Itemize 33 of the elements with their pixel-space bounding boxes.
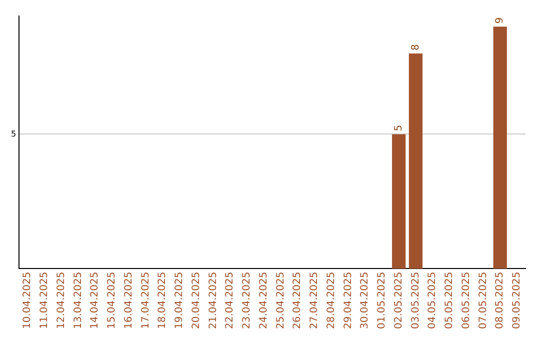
x-tick-label: 27.04.2025 bbox=[309, 272, 320, 330]
data-label: 9 bbox=[494, 17, 506, 24]
x-tick-label: 16.04.2025 bbox=[123, 272, 134, 330]
x-tick-label: 09.05.2025 bbox=[512, 272, 523, 330]
x-tick-label: 23.04.2025 bbox=[242, 272, 253, 330]
x-tick-label: 30.04.2025 bbox=[360, 272, 371, 330]
x-tick-label: 10.04.2025 bbox=[22, 272, 34, 330]
x-tick-label: 26.04.2025 bbox=[292, 272, 304, 330]
x-tick-label: 03.05.2025 bbox=[410, 272, 422, 330]
x-tick-label: 19.04.2025 bbox=[174, 272, 186, 330]
x-tick-label: 05.05.2025 bbox=[444, 272, 456, 330]
x-tick-label: 29.04.2025 bbox=[342, 272, 354, 330]
x-tick-label: 14.04.2025 bbox=[90, 272, 101, 330]
x-tick-label: 28.04.2025 bbox=[326, 272, 337, 330]
x-tick-label: 22.04.2025 bbox=[224, 272, 236, 330]
x-tick-label: 17.04.2025 bbox=[140, 272, 152, 330]
x-tick-label: 02.05.2025 bbox=[393, 272, 404, 330]
x-tick-label: 18.04.2025 bbox=[157, 272, 168, 330]
x-tick-label: 12.04.2025 bbox=[56, 272, 67, 330]
x-tick-label: 07.05.2025 bbox=[478, 272, 489, 330]
x-tick-label: 04.05.2025 bbox=[427, 272, 438, 330]
x-tick-label: 11.04.2025 bbox=[39, 272, 50, 330]
x-tick-label: 20.04.2025 bbox=[190, 272, 202, 330]
x-tick-label: 13.04.2025 bbox=[72, 272, 84, 330]
x-tick-label: 24.04.2025 bbox=[258, 272, 270, 330]
x-tick-label: 15.04.2025 bbox=[106, 272, 118, 330]
x-tick-label: 25.04.2025 bbox=[275, 272, 286, 330]
data-label: 8 bbox=[410, 44, 422, 50]
x-tick-label: 08.05.2025 bbox=[494, 272, 506, 330]
data-label: 5 bbox=[393, 124, 404, 132]
x-tick-label: 06.05.2025 bbox=[460, 272, 472, 330]
x-tick-label: 21.04.2025 bbox=[208, 272, 219, 330]
x-tick-label: 01.05.2025 bbox=[376, 272, 388, 330]
